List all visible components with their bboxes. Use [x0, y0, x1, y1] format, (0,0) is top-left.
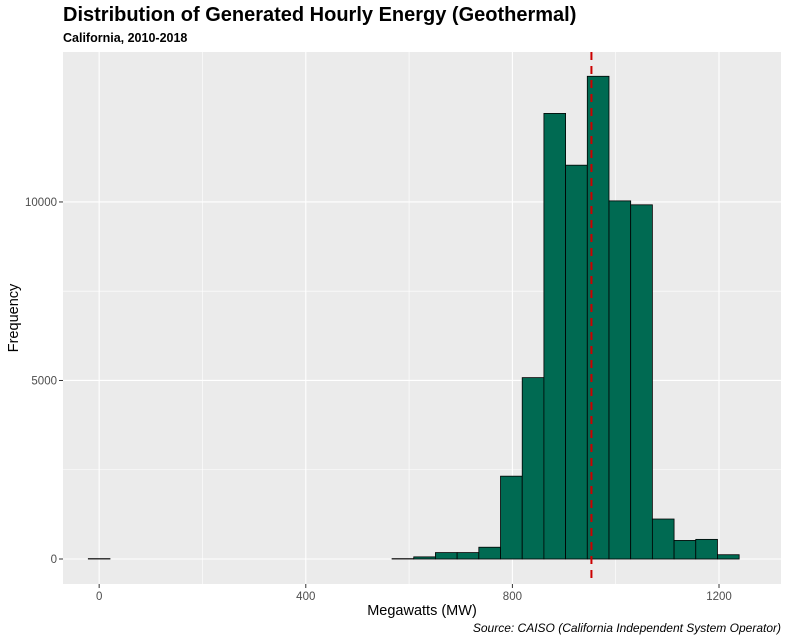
- histogram-bar: [413, 556, 436, 560]
- plot-panel: [63, 52, 781, 584]
- x-tick-label: 400: [296, 591, 315, 603]
- histogram-bar: [478, 546, 501, 560]
- chart-subtitle: California, 2010-2018: [63, 31, 188, 45]
- x-axis-title: Megawatts (MW): [367, 603, 477, 619]
- y-axis-title: Frequency: [6, 283, 22, 352]
- chart-title: Distribution of Generated Hourly Energy …: [63, 4, 577, 26]
- histogram-bar: [435, 552, 458, 560]
- y-tick-label: 0: [51, 554, 57, 566]
- histogram-bar: [608, 200, 632, 560]
- histogram-bar: [521, 377, 545, 560]
- histogram-bars: [87, 75, 740, 560]
- y-tick-label: 5000: [31, 375, 57, 387]
- x-tick-label: 800: [503, 591, 522, 603]
- histogram-bar: [673, 540, 697, 560]
- histogram-bar: [456, 552, 480, 560]
- y-tick-label: 10000: [25, 197, 57, 209]
- x-tick-label: 0: [96, 591, 102, 603]
- histogram-bar: [543, 113, 566, 560]
- x-axis-ticks: 0 400 800 1200: [96, 584, 732, 603]
- histogram-bar: [651, 518, 675, 560]
- histogram-bar: [717, 554, 740, 560]
- histogram-bar: [500, 475, 523, 560]
- source-caption: Source: CAISO (California Independent Sy…: [472, 621, 781, 635]
- y-axis-ticks: 0 5000 10000: [25, 197, 63, 566]
- x-tick-label: 1200: [706, 591, 732, 603]
- histogram-bar: [695, 538, 718, 560]
- histogram-bar: [565, 164, 588, 560]
- histogram-bar: [630, 204, 653, 560]
